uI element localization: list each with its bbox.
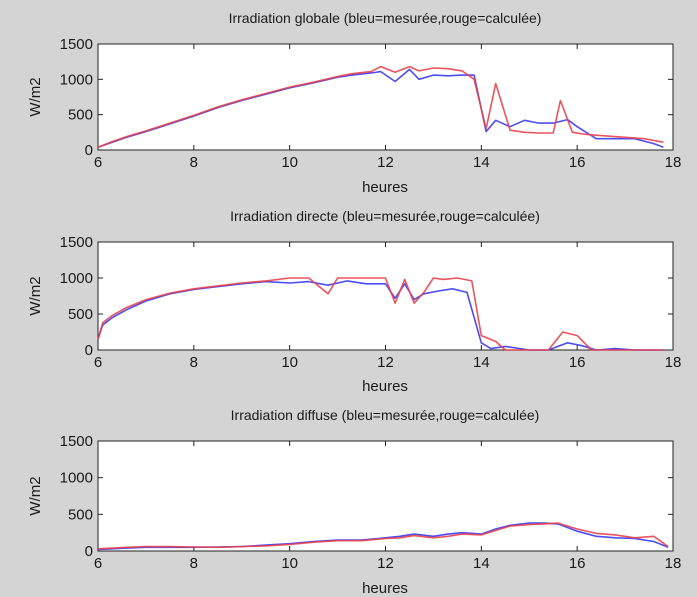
y-tick-label: 500 bbox=[68, 107, 93, 124]
x-tick-label: 18 bbox=[665, 354, 682, 371]
y-tick-label: 0 bbox=[85, 142, 93, 159]
plot-title: Irradiation globale (bleu=mesurée,rouge=… bbox=[229, 10, 542, 26]
y-tick-label: 1000 bbox=[60, 270, 93, 287]
x-tick-label: 8 bbox=[190, 154, 198, 171]
x-tick-label: 10 bbox=[281, 555, 298, 572]
ticks-0: 6 8 10 12 14 16 18 0 500 1000 1500 bbox=[60, 36, 682, 171]
x-tick-label: 12 bbox=[377, 555, 394, 572]
y-tick-label: 1000 bbox=[60, 71, 93, 88]
x-axis-label: heures bbox=[362, 179, 408, 196]
y-tick-label: 1500 bbox=[60, 36, 93, 53]
lines-1 bbox=[97, 277, 664, 351]
lines-0 bbox=[97, 65, 664, 148]
subplot-global: Irradiation globale (bleu=mesurée,rouge=… bbox=[27, 10, 681, 196]
y-tick-label: 500 bbox=[68, 506, 93, 523]
x-tick-label: 6 bbox=[94, 154, 102, 171]
x-tick-label: 8 bbox=[190, 354, 198, 371]
y-tick-label: 1500 bbox=[60, 234, 93, 251]
ticks-1: 6 8 10 12 14 16 18 0 500 1000 1500 bbox=[60, 234, 682, 371]
plot-area bbox=[97, 440, 674, 552]
x-tick-label: 14 bbox=[473, 555, 490, 572]
x-tick-label: 18 bbox=[665, 154, 682, 171]
y-tick-label: 0 bbox=[85, 342, 93, 359]
x-tick-label: 6 bbox=[94, 555, 102, 572]
x-tick-label: 12 bbox=[377, 154, 394, 171]
y-tick-label: 500 bbox=[68, 306, 93, 323]
plot-area bbox=[97, 241, 674, 351]
x-tick-label: 14 bbox=[473, 354, 490, 371]
x-tick-label: 18 bbox=[665, 555, 682, 572]
x-tick-label: 16 bbox=[569, 154, 586, 171]
x-tick-label: 12 bbox=[377, 354, 394, 371]
ticks-2: 6 8 10 12 14 16 18 0 500 1000 1500 bbox=[60, 433, 682, 572]
y-tick-label: 1000 bbox=[60, 470, 93, 487]
x-axis-label: heures bbox=[362, 580, 408, 597]
x-tick-label: 14 bbox=[473, 154, 490, 171]
x-tick-label: 8 bbox=[190, 555, 198, 572]
y-axis-label: W/m2 bbox=[27, 77, 44, 116]
x-tick-label: 6 bbox=[94, 354, 102, 371]
y-tick-label: 0 bbox=[85, 543, 93, 560]
y-tick-label: 1500 bbox=[60, 433, 93, 450]
subplot-direct: Irradiation directe (bleu=mesurée,rouge=… bbox=[27, 208, 681, 395]
x-tick-label: 10 bbox=[281, 354, 298, 371]
y-axis-label: W/m2 bbox=[27, 276, 44, 315]
lines-2 bbox=[97, 522, 669, 551]
x-tick-label: 16 bbox=[569, 555, 586, 572]
series-line-red bbox=[97, 277, 664, 351]
series-line-red bbox=[97, 522, 669, 550]
x-tick-label: 16 bbox=[569, 354, 586, 371]
subplot-diffuse: Irradiation diffuse (bleu=mesurée,rouge=… bbox=[27, 407, 681, 597]
x-tick-label: 10 bbox=[281, 154, 298, 171]
x-axis-label: heures bbox=[362, 378, 408, 395]
plot-title: Irradiation diffuse (bleu=mesurée,rouge=… bbox=[231, 407, 540, 423]
y-axis-label: W/m2 bbox=[27, 476, 44, 515]
series-line-red bbox=[97, 65, 664, 148]
plot-title: Irradiation directe (bleu=mesurée,rouge=… bbox=[230, 208, 540, 224]
